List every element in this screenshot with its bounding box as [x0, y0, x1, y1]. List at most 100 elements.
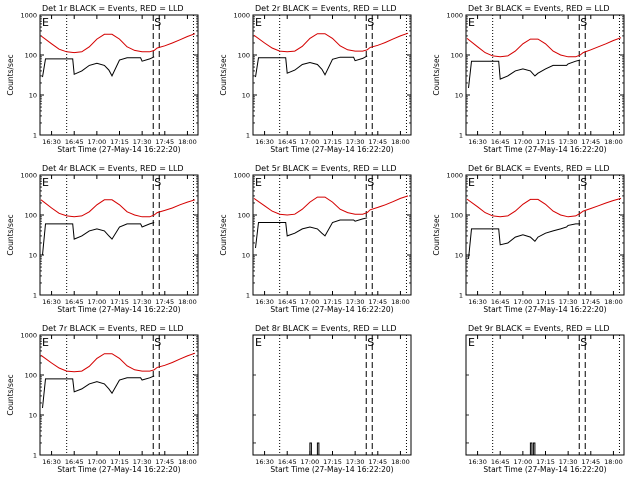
x-axis-title: Start Time (27-May-14 16:22:20): [483, 305, 606, 314]
plot-frame: [252, 334, 412, 456]
plot-frame: [39, 334, 199, 456]
marker-label-e: E: [255, 176, 262, 189]
panel-title: Det 3r BLACK = Events, RED = LLD: [468, 4, 610, 13]
x-tick-label: 16:30: [255, 458, 274, 466]
x-tick-label: 17:30: [133, 298, 152, 306]
x-tick-label: 18:00: [178, 298, 197, 306]
y-tick-label: 100: [451, 212, 463, 220]
x-tick-label: 17:45: [155, 298, 174, 306]
x-tick-label: 17:00: [513, 298, 532, 306]
events-series-line: [468, 223, 581, 259]
y-tick-label: 10: [455, 92, 463, 100]
marker-label-s: S: [154, 336, 161, 349]
y-axis-title: Counts/sec: [219, 54, 228, 95]
detector-panel: Det 9r BLACK = Events, RED = LLD 16:30 16:…: [465, 324, 625, 474]
lld-series-line: [253, 32, 409, 53]
y-tick-label: 10: [242, 252, 250, 260]
x-tick-label: 16:30: [468, 458, 487, 466]
y-tick-label: 1: [459, 132, 463, 140]
x-tick-label: 17:30: [559, 298, 578, 306]
marker-label-s: S: [154, 16, 161, 29]
y-tick-label: 100: [25, 372, 37, 380]
x-tick-label: 17:00: [87, 458, 106, 466]
plot-frame: [252, 14, 412, 136]
y-tick-label: 100: [25, 52, 37, 60]
x-tick-label: 17:45: [368, 298, 387, 306]
x-tick-label: 17:00: [300, 138, 319, 146]
x-tick-label: 17:45: [581, 298, 600, 306]
x-tick-label: 17:30: [346, 458, 365, 466]
detector-panel: Det 3r BLACK = Events, RED = LLD 1 10 100 10…: [432, 4, 625, 154]
plot-frame: [252, 174, 412, 296]
lld-series-line: [40, 33, 196, 54]
y-tick-label: 1: [246, 132, 250, 140]
y-tick-label: 100: [25, 212, 37, 220]
x-tick-label: 17:30: [133, 458, 152, 466]
x-tick-label: 16:45: [278, 458, 297, 466]
x-axis-title: Start Time (27-May-14 16:22:20): [57, 465, 180, 474]
plot-frame: [465, 14, 625, 136]
x-tick-label: 16:45: [65, 138, 84, 146]
events-series-line: [529, 442, 536, 456]
x-tick-label: 18:00: [178, 458, 197, 466]
x-tick-label: 17:15: [110, 298, 129, 306]
y-tick-label: 1: [33, 292, 37, 300]
y-tick-label: 100: [451, 52, 463, 60]
events-series-line: [255, 55, 368, 78]
panel-title: Det 1r BLACK = Events, RED = LLD: [42, 4, 184, 13]
y-tick-label: 1000: [446, 12, 463, 20]
y-axis-title: Counts/sec: [6, 54, 15, 95]
marker-label-s: S: [367, 16, 374, 29]
events-series-line: [468, 59, 581, 89]
x-tick-label: 16:30: [468, 138, 487, 146]
lld-series-line: [40, 352, 196, 373]
y-axis-title: Counts/sec: [6, 214, 15, 255]
x-tick-label: 17:00: [87, 138, 106, 146]
panel-title: Det 9r BLACK = Events, RED = LLD: [468, 324, 610, 333]
lld-series-line: [253, 195, 409, 216]
marker-label-e: E: [255, 336, 262, 349]
x-tick-label: 17:15: [110, 458, 129, 466]
x-tick-label: 16:30: [255, 298, 274, 306]
x-axis-title: Start Time (27-May-14 16:22:20): [483, 465, 606, 474]
events-series-line: [42, 375, 155, 409]
x-tick-label: 17:00: [513, 138, 532, 146]
panel-title: Det 7r BLACK = Events, RED = LLD: [42, 324, 184, 333]
y-tick-label: 10: [29, 252, 37, 260]
detector-panel: Det 4r BLACK = Events, RED = LLD 1 10 100 10…: [6, 164, 199, 314]
x-tick-label: 16:30: [42, 138, 61, 146]
panel-title: Det 5r BLACK = Events, RED = LLD: [255, 164, 397, 173]
events-series-line: [42, 222, 155, 256]
panel-title: Det 2r BLACK = Events, RED = LLD: [255, 4, 397, 13]
x-axis-title: Start Time (27-May-14 16:22:20): [57, 305, 180, 314]
y-tick-label: 10: [455, 252, 463, 260]
detector-panel: Det 5r BLACK = Events, RED = LLD 1 10 100 10…: [219, 164, 412, 314]
marker-label-e: E: [42, 16, 49, 29]
x-axis-title: Start Time (27-May-14 16:22:20): [270, 305, 393, 314]
detector-panel: Det 7r BLACK = Events, RED = LLD 1 10 100 10…: [6, 324, 199, 474]
panel-title: Det 8r BLACK = Events, RED = LLD: [255, 324, 397, 333]
y-axis-title: Counts/sec: [432, 214, 441, 255]
y-tick-label: 1000: [233, 12, 250, 20]
x-tick-label: 18:00: [391, 458, 410, 466]
y-tick-label: 10: [29, 92, 37, 100]
x-tick-label: 18:00: [604, 138, 623, 146]
x-tick-label: 17:00: [300, 458, 319, 466]
y-tick-label: 10: [29, 412, 37, 420]
marker-label-s: S: [580, 336, 587, 349]
x-tick-label: 18:00: [604, 458, 623, 466]
marker-label-e: E: [468, 16, 475, 29]
detector-panel: Det 8r BLACK = Events, RED = LLD 16:30 16:…: [252, 324, 412, 474]
x-tick-label: 17:00: [300, 298, 319, 306]
events-series-line: [255, 217, 368, 249]
x-axis-title: Start Time (27-May-14 16:22:20): [270, 465, 393, 474]
x-tick-label: 17:15: [323, 458, 342, 466]
plot-frame: [39, 14, 199, 136]
y-axis-title: Counts/sec: [432, 54, 441, 95]
marker-label-s: S: [154, 176, 161, 189]
plot-frame: [465, 174, 625, 296]
x-tick-label: 17:00: [513, 458, 532, 466]
marker-label-e: E: [468, 176, 475, 189]
x-tick-label: 18:00: [604, 298, 623, 306]
